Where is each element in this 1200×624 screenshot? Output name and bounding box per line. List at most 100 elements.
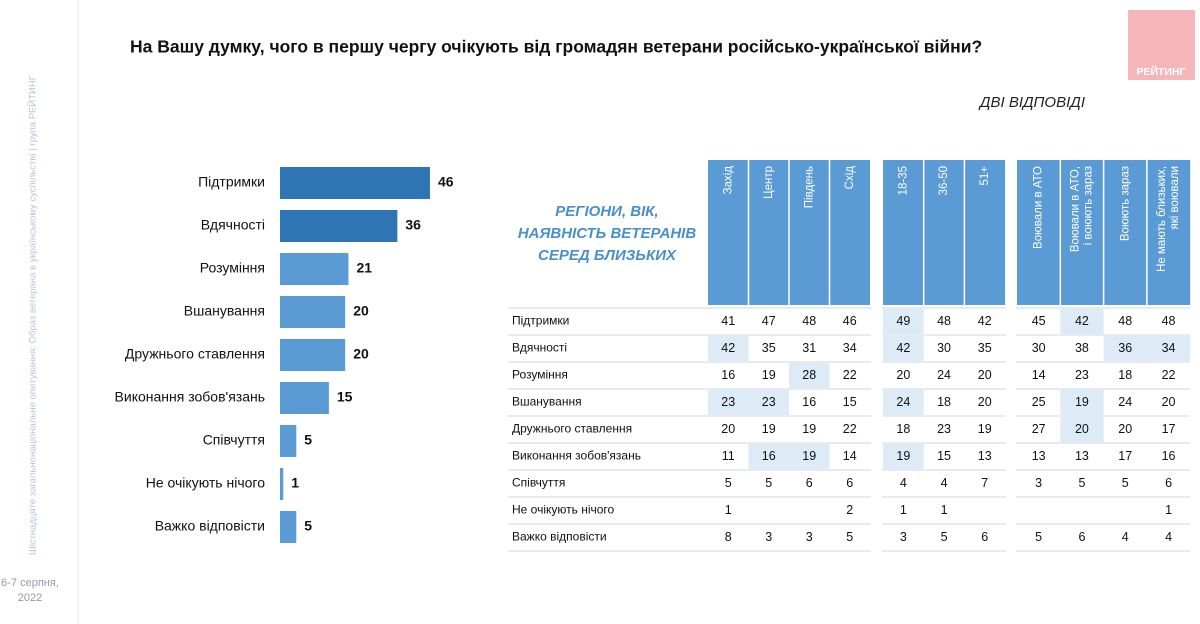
value-label: 20 — [353, 346, 369, 362]
row-label: Вдячності — [512, 341, 567, 355]
subtitle: ДВІ ВІДПОВІДІ — [978, 94, 1085, 111]
cell: 1 — [1165, 503, 1172, 517]
cell: 42 — [978, 314, 992, 328]
cell: 3 — [900, 530, 907, 544]
cell-highlight — [1146, 336, 1191, 361]
cell: 16 — [762, 449, 776, 463]
cell: 14 — [1032, 368, 1046, 382]
cell: 19 — [978, 422, 992, 436]
bar — [280, 210, 398, 242]
bar — [280, 468, 284, 500]
cell: 20 — [1118, 422, 1132, 436]
cell: 19 — [896, 449, 910, 463]
cell: 2 — [846, 503, 853, 517]
cell: 13 — [1032, 449, 1046, 463]
column-header: 51+ — [979, 166, 991, 186]
cell-highlight — [789, 444, 830, 469]
cell: 47 — [762, 314, 776, 328]
cell: 5 — [846, 530, 853, 544]
cell: 19 — [802, 422, 816, 436]
category-label: Дружнього ставлення — [125, 346, 265, 362]
cell: 48 — [802, 314, 816, 328]
sidebar-text: Шістнадцяте загальнонаціональне опитуван… — [27, 75, 39, 555]
row-label: Вшанування — [512, 395, 582, 409]
cell-highlight — [708, 336, 749, 361]
cell: 27 — [1032, 422, 1046, 436]
row-label: Важко відповісти — [512, 530, 607, 544]
cell: 17 — [1162, 422, 1176, 436]
bar — [280, 425, 297, 457]
logo-box — [1128, 10, 1195, 80]
cell: 15 — [843, 395, 857, 409]
cell: 6 — [846, 476, 853, 490]
cell: 20 — [978, 395, 992, 409]
cell: 20 — [1075, 422, 1089, 436]
cell-highlight — [1060, 417, 1104, 442]
column-header: 36-50 — [938, 166, 950, 195]
cell: 1 — [941, 503, 948, 517]
column-header: Південь — [803, 166, 815, 208]
cell: 3 — [806, 530, 813, 544]
cell: 4 — [1165, 530, 1172, 544]
cell: 20 — [1162, 395, 1176, 409]
value-label: 36 — [405, 217, 421, 233]
cell: 49 — [896, 314, 910, 328]
cell: 5 — [1078, 476, 1085, 490]
category-label: Не очікують нічого — [146, 475, 265, 491]
cell: 24 — [896, 395, 910, 409]
cell: 4 — [941, 476, 948, 490]
cell: 3 — [1035, 476, 1042, 490]
category-label: Підтримки — [198, 174, 265, 190]
cell: 20 — [721, 422, 735, 436]
cell: 7 — [981, 476, 988, 490]
cell: 18 — [896, 422, 910, 436]
column-header: 18-35 — [897, 166, 909, 195]
cell-highlight — [1060, 390, 1104, 415]
bar — [280, 339, 346, 371]
cell: 22 — [843, 422, 857, 436]
cell: 11 — [722, 449, 735, 463]
table-label: СЕРЕД БЛИЗЬКИХ — [538, 247, 677, 264]
cell-highlight — [883, 390, 924, 415]
cell: 25 — [1032, 395, 1046, 409]
cell: 23 — [1075, 368, 1089, 382]
cell: 28 — [802, 368, 816, 382]
row-label: Співчуття — [512, 476, 565, 490]
cell: 35 — [762, 341, 776, 355]
value-label: 1 — [291, 475, 299, 491]
cell: 20 — [978, 368, 992, 382]
cell: 35 — [978, 341, 992, 355]
cell: 6 — [1165, 476, 1172, 490]
cell: 22 — [843, 368, 857, 382]
column-group-header — [883, 160, 1006, 305]
cell-highlight — [789, 363, 830, 388]
value-label: 21 — [356, 260, 372, 276]
cell: 19 — [762, 422, 776, 436]
table-label: РЕГІОНИ, ВІК, — [555, 203, 658, 220]
cell-highlight — [748, 390, 789, 415]
cell-highlight — [748, 444, 789, 469]
cell: 48 — [1162, 314, 1176, 328]
cell: 46 — [843, 314, 857, 328]
cell: 30 — [937, 341, 951, 355]
cell: 5 — [941, 530, 948, 544]
cell: 18 — [1118, 368, 1132, 382]
cell: 1 — [900, 503, 907, 517]
cell: 24 — [937, 368, 951, 382]
cell: 42 — [721, 341, 735, 355]
cell: 41 — [721, 314, 735, 328]
row-label: Розуміння — [512, 368, 568, 382]
cell: 45 — [1032, 314, 1046, 328]
cell: 16 — [802, 395, 816, 409]
category-label: Розуміння — [200, 260, 265, 276]
value-label: 20 — [353, 303, 369, 319]
cell: 6 — [981, 530, 988, 544]
column-header: Схід — [844, 166, 856, 190]
column-header: Центр — [763, 166, 775, 199]
cell: 31 — [802, 341, 816, 355]
cell-highlight — [883, 309, 924, 334]
cell: 23 — [937, 422, 951, 436]
cell: 34 — [1162, 341, 1176, 355]
cell: 13 — [978, 449, 992, 463]
